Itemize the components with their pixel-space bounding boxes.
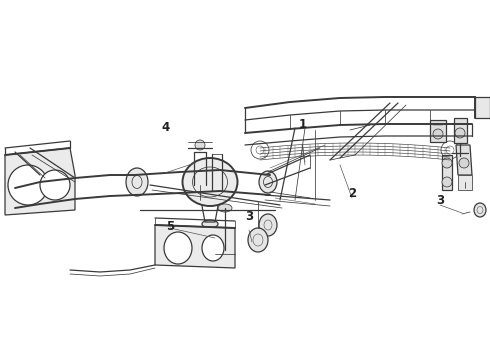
Circle shape	[459, 158, 469, 168]
Polygon shape	[475, 97, 490, 118]
Polygon shape	[430, 120, 446, 142]
Circle shape	[455, 128, 465, 138]
Ellipse shape	[259, 171, 277, 193]
Ellipse shape	[126, 168, 148, 196]
Text: 2: 2	[348, 187, 356, 200]
Ellipse shape	[202, 235, 224, 261]
Polygon shape	[5, 148, 75, 215]
Circle shape	[442, 158, 452, 168]
Circle shape	[195, 140, 205, 150]
Ellipse shape	[248, 228, 268, 252]
Text: 3: 3	[436, 194, 444, 207]
Circle shape	[40, 170, 70, 200]
Circle shape	[433, 129, 443, 139]
Ellipse shape	[182, 158, 238, 206]
Text: 3: 3	[245, 210, 253, 223]
Text: 5: 5	[167, 220, 174, 233]
Ellipse shape	[202, 220, 218, 228]
Polygon shape	[155, 225, 235, 268]
Ellipse shape	[259, 214, 277, 236]
Circle shape	[442, 177, 452, 187]
Circle shape	[8, 165, 48, 205]
Polygon shape	[442, 155, 452, 190]
Text: 1: 1	[299, 118, 307, 131]
Ellipse shape	[164, 232, 192, 264]
Ellipse shape	[474, 203, 486, 217]
Polygon shape	[454, 118, 467, 143]
Ellipse shape	[218, 242, 232, 250]
Text: 4: 4	[162, 121, 170, 134]
Ellipse shape	[218, 204, 232, 212]
Ellipse shape	[219, 251, 231, 265]
Polygon shape	[456, 145, 472, 175]
Polygon shape	[458, 175, 472, 190]
